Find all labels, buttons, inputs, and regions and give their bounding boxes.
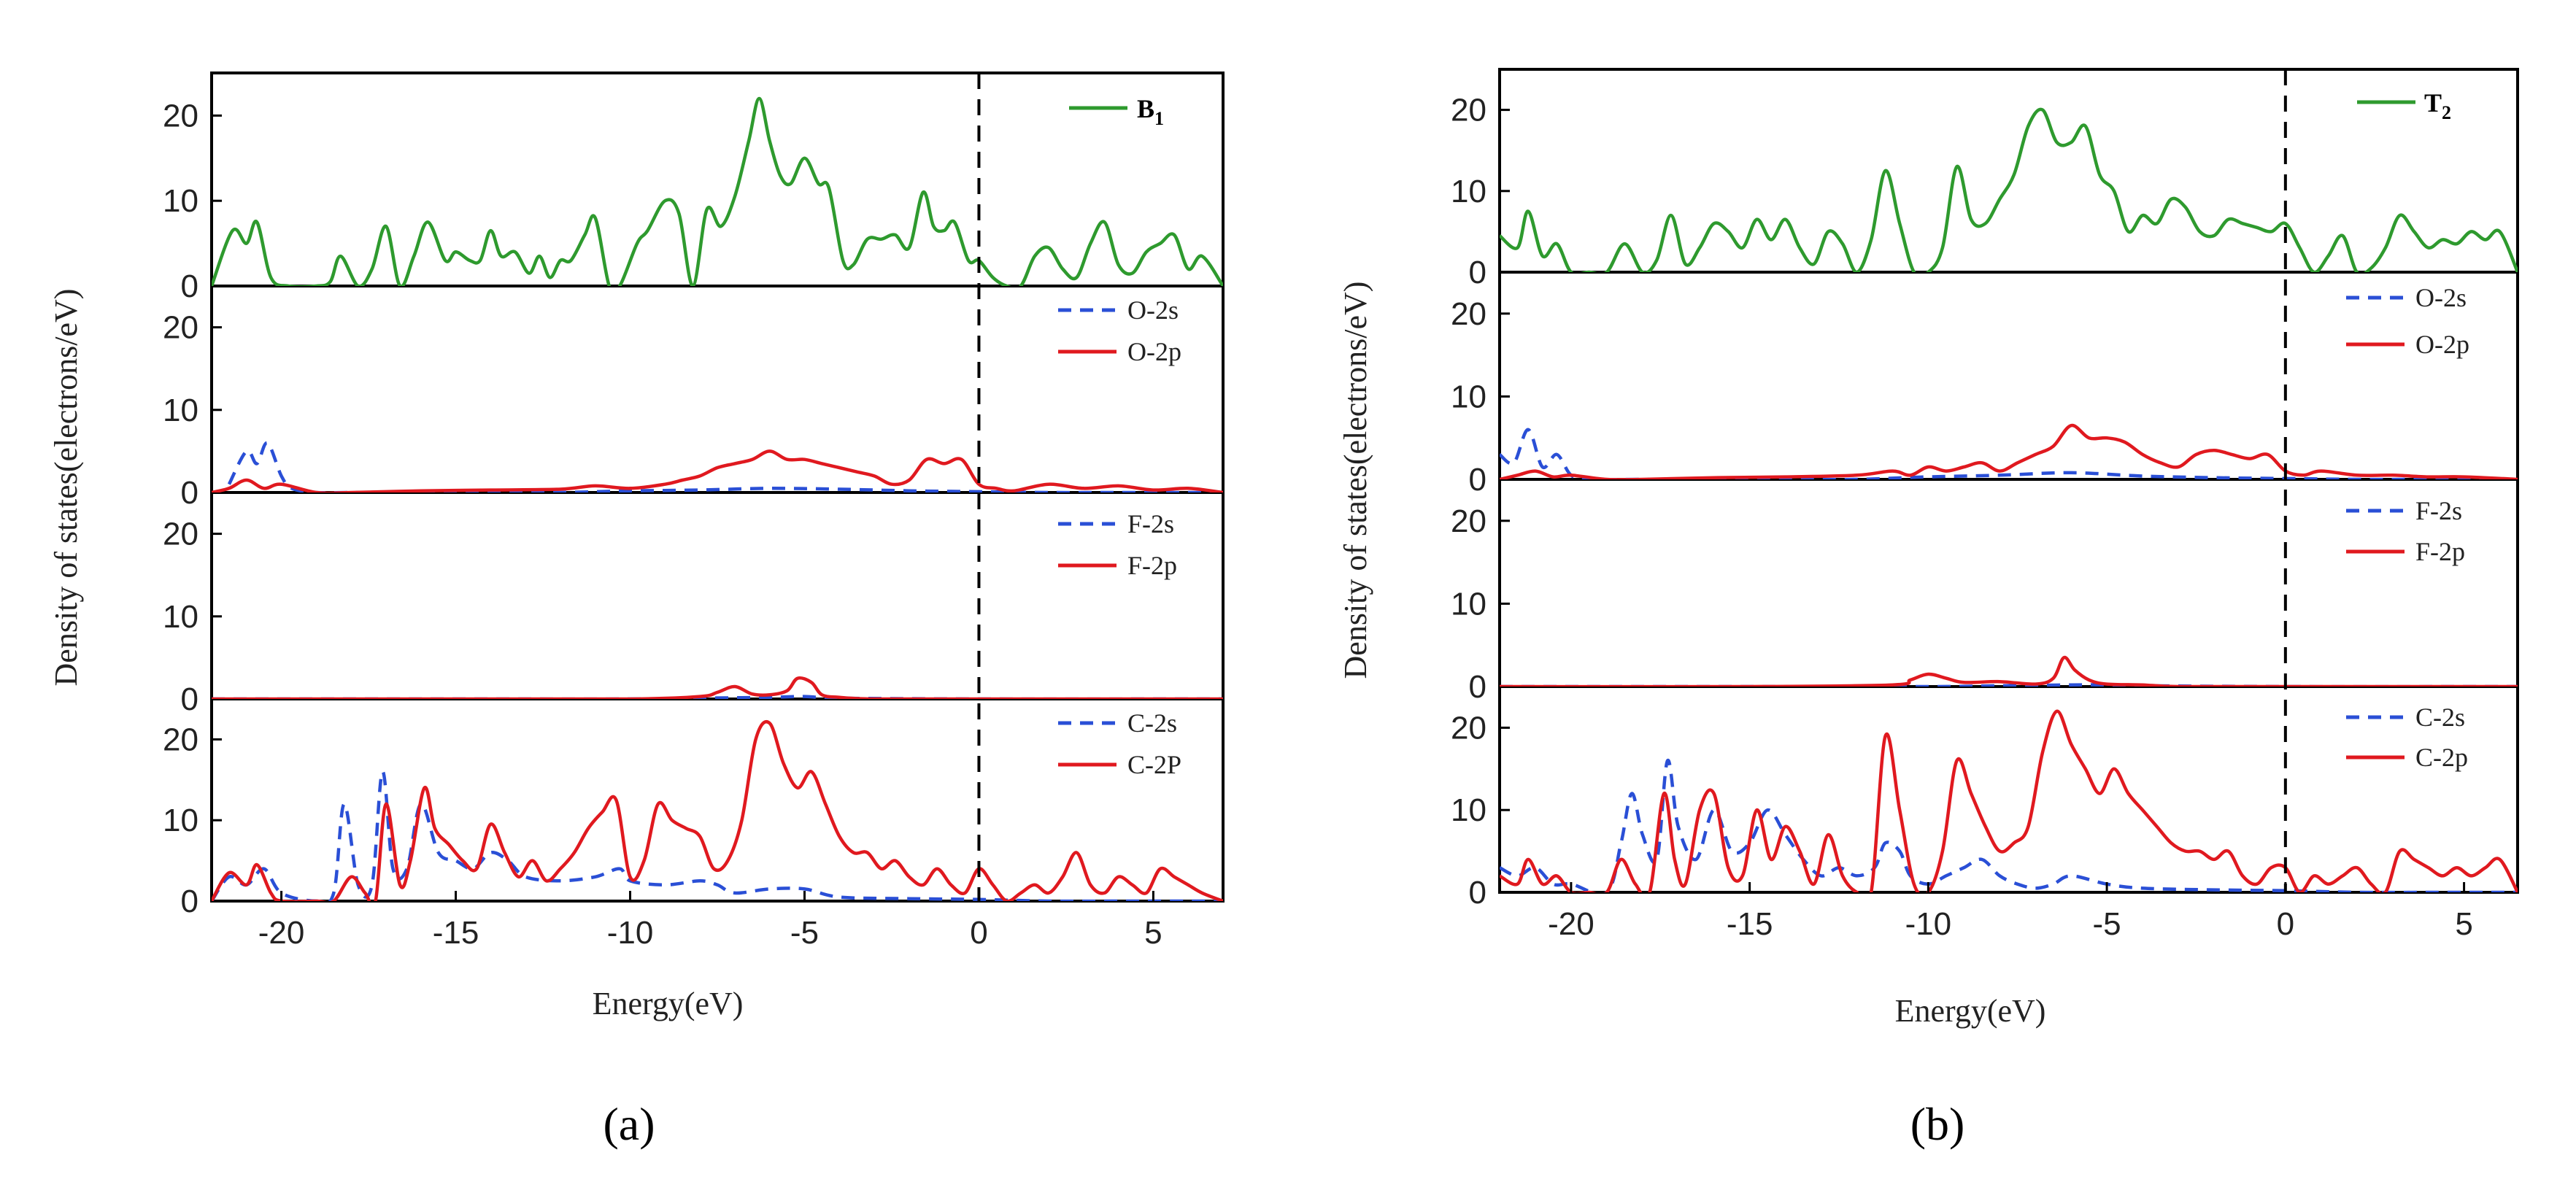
panel-a-subplot-3-ytick-label: 10 xyxy=(163,599,198,635)
panel-b-subplot-4-ytick-label: 0 xyxy=(1469,875,1486,911)
panel-b-xtick-label: -20 xyxy=(1548,906,1594,942)
panel-a-series-o2p xyxy=(212,449,1223,492)
panel-a-y-axis-label: Density of states(electrons/eV) xyxy=(48,289,84,687)
panel-a-label: (a) xyxy=(603,1098,655,1150)
legend-label-f2s: F-2s xyxy=(2415,496,2462,525)
panel-a-legend-b1: B1 xyxy=(1069,94,1164,129)
legend-label-c2s: C-2s xyxy=(2415,703,2465,732)
legend-label-t2: T2 xyxy=(2424,88,2451,123)
legend-b1-main: B xyxy=(1137,94,1154,123)
panel-b-series-o2s xyxy=(1500,428,2518,479)
panel-b-xtick-label: -10 xyxy=(1905,906,1952,942)
panel-b-subplot-1-ytick-label: 20 xyxy=(1451,93,1486,128)
panel-a-xtick-label: 0 xyxy=(970,915,987,951)
panel-b-subplot-1-ytick-label: 0 xyxy=(1469,255,1486,290)
panel-b-subplot-2-ytick-label: 10 xyxy=(1451,379,1486,414)
panel-b-series-t2 xyxy=(1500,107,2518,272)
legend-label-c2s: C-2s xyxy=(1127,708,1177,738)
panel-a: B1 O-2s O-2p F-2s F-2p C-2s C-2P Energy(… xyxy=(48,72,1225,1150)
panel-b-series-c2p xyxy=(1500,709,2518,892)
panel-b-y-axis-label: Density of states(electrons/eV) xyxy=(1338,282,1373,679)
panel-b-subplot-2-ytick-label: 0 xyxy=(1469,462,1486,498)
panel-a-subplot-4-ytick-label: 10 xyxy=(163,803,198,838)
panel-a-series-o2s xyxy=(227,441,1223,492)
legend-label-o2s: O-2s xyxy=(1127,295,1179,325)
panel-a-legend-o: O-2s O-2p xyxy=(1058,295,1181,366)
panel-b-legend-f: F-2s F-2p xyxy=(2346,496,2465,566)
legend-label-f2s: F-2s xyxy=(1127,509,1174,538)
panel-b-xtick-label: 0 xyxy=(2277,906,2294,942)
panel-b-xtick-label: -5 xyxy=(2093,906,2121,942)
panel-a-xtick-label: -10 xyxy=(607,915,654,951)
panel-b-xtick-label: -15 xyxy=(1727,906,1773,942)
panel-a-frame xyxy=(210,72,1225,903)
panel-b-series-c2s xyxy=(1500,759,2518,892)
panel-a-subplot-4-ytick-label: 20 xyxy=(163,722,198,757)
panel-a-subplot-3-ytick-label: 20 xyxy=(163,517,198,552)
panel-a-subplot-3-ytick-label: 0 xyxy=(181,681,198,717)
panel-a-xtick-label: -20 xyxy=(258,915,305,951)
legend-t2-subscript: 2 xyxy=(2442,102,2451,123)
panel-b-series-o2p xyxy=(1500,423,2518,479)
panel-b-subplot-3-ytick-label: 20 xyxy=(1451,503,1486,539)
panel-b-x-axis-label: Energy(eV) xyxy=(1895,993,2046,1029)
panel-a-series-c2s xyxy=(212,770,1223,901)
panel-a-series-f2p xyxy=(212,676,1223,699)
panel-b-legend-c: C-2s C-2p xyxy=(2346,703,2468,772)
panel-b-legend-o: O-2s O-2p xyxy=(2346,283,2469,359)
legend-label-c2p: C-2p xyxy=(2415,743,2468,772)
panel-b-legend-t2: T2 xyxy=(2357,88,2451,123)
legend-label-o2p: O-2p xyxy=(2415,330,2469,359)
panel-b-label: (b) xyxy=(1910,1098,1965,1150)
panel-a-subplot-1-ytick-label: 10 xyxy=(163,183,198,219)
legend-label-f2p: F-2p xyxy=(1127,551,1177,580)
panel-b-subplot-2-ytick-label: 20 xyxy=(1451,296,1486,332)
legend-label-c2p: C-2P xyxy=(1127,750,1181,779)
panel-a-xtick-label: -15 xyxy=(433,915,479,951)
legend-label-o2p: O-2p xyxy=(1127,337,1181,366)
panel-a-legend-f: F-2s F-2p xyxy=(1058,509,1177,580)
legend-b1-subscript: 1 xyxy=(1154,108,1164,129)
panel-b-subplot-3-ytick-label: 10 xyxy=(1451,586,1486,622)
panel-a-subplot-2-ytick-label: 20 xyxy=(163,310,198,346)
panel-b-subplot-4-ytick-label: 20 xyxy=(1451,710,1486,746)
panel-a-subplot-4-ytick-label: 0 xyxy=(181,884,198,919)
panel-a-xtick-label: -5 xyxy=(790,915,819,951)
panel-a-subplot-2-ytick-label: 0 xyxy=(181,475,198,511)
panel-b-subplot-4-ytick-label: 10 xyxy=(1451,792,1486,828)
panel-a-subplot-2-ytick-label: 10 xyxy=(163,393,198,428)
legend-label-b1: B1 xyxy=(1137,94,1164,129)
panel-b-xtick-label: 5 xyxy=(2455,906,2472,942)
panel-b-series-f2p xyxy=(1500,655,2518,687)
legend-t2-main: T xyxy=(2424,88,2442,117)
panel-a-subplot-1-ytick-label: 0 xyxy=(181,268,198,304)
panel-a-legend-c: C-2s C-2P xyxy=(1058,708,1181,779)
panel-a-x-axis-label: Energy(eV) xyxy=(593,986,744,1021)
panel-b-subplot-3-ytick-label: 0 xyxy=(1469,669,1486,705)
panel-b-subplot-1-ytick-label: 10 xyxy=(1451,174,1486,209)
legend-label-f2p: F-2p xyxy=(2415,537,2465,566)
panel-b: T2 O-2s O-2p F-2s F-2p C-2s C-2p Energy(… xyxy=(1338,68,2519,1150)
legend-label-o2s: O-2s xyxy=(2415,283,2467,312)
panel-a-subplot-1-ytick-label: 20 xyxy=(163,98,198,134)
panel-a-xtick-label: 5 xyxy=(1144,915,1162,951)
panel-a-series-b1 xyxy=(212,96,1223,286)
panel-b-series-f2s xyxy=(1500,683,2518,687)
panel-a-series-c2p xyxy=(212,720,1223,901)
